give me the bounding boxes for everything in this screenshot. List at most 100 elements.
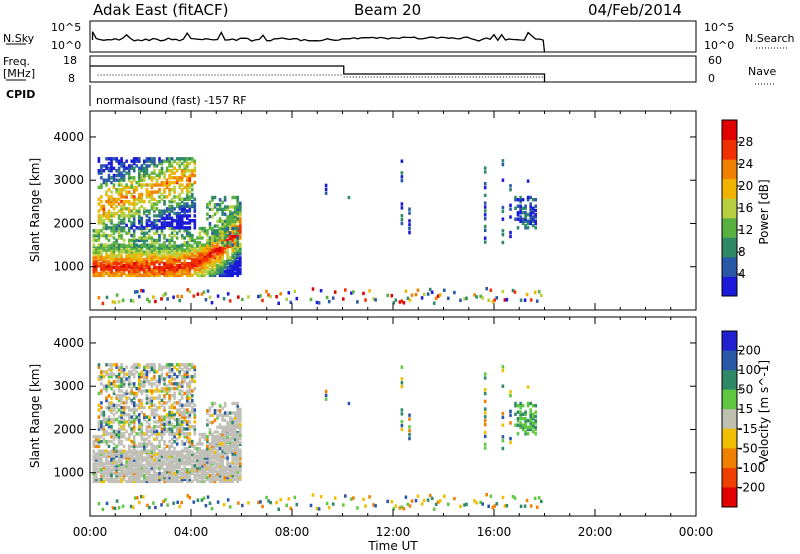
power-cell bbox=[127, 209, 131, 213]
power-cell bbox=[183, 241, 186, 245]
power-cell bbox=[148, 183, 151, 187]
velocity-cell bbox=[120, 462, 123, 466]
power-cell bbox=[140, 265, 144, 270]
power-cell bbox=[325, 295, 329, 300]
velocity-cell bbox=[525, 498, 529, 503]
velocity-cell bbox=[148, 462, 151, 466]
power-cell bbox=[153, 214, 156, 218]
velocity-cell bbox=[145, 470, 149, 474]
velocity-cell bbox=[145, 379, 149, 384]
velocity-cell bbox=[173, 372, 176, 376]
power-cell bbox=[531, 215, 535, 219]
power-cell bbox=[186, 157, 189, 161]
power-cell bbox=[135, 256, 139, 260]
velocity-colorbar-tick-label: 200 bbox=[738, 344, 761, 358]
velocity-cell bbox=[168, 365, 171, 369]
power-cell bbox=[102, 260, 106, 264]
velocity-cell bbox=[483, 423, 487, 427]
velocity-cell bbox=[102, 370, 106, 374]
velocity-cell bbox=[105, 370, 108, 374]
power-cell bbox=[165, 183, 169, 187]
power-cell bbox=[531, 219, 535, 223]
velocity-cell bbox=[186, 365, 189, 369]
velocity-cell bbox=[163, 389, 166, 393]
power-cell bbox=[153, 269, 156, 274]
power-cell bbox=[143, 264, 146, 268]
velocity-cell bbox=[125, 365, 128, 369]
velocity-cell bbox=[221, 477, 224, 482]
velocity-cell bbox=[168, 386, 171, 391]
velocity-cell bbox=[180, 429, 184, 434]
velocity-cell bbox=[170, 437, 174, 441]
power-cell bbox=[188, 219, 192, 223]
power-cell bbox=[148, 223, 151, 228]
power-cell bbox=[138, 265, 141, 270]
power-cell bbox=[130, 264, 133, 268]
power-cell bbox=[218, 267, 222, 272]
power-cell bbox=[100, 164, 103, 168]
power-cell bbox=[135, 211, 139, 216]
power-cell bbox=[178, 176, 181, 180]
velocity-cell bbox=[97, 464, 101, 468]
velocity-cell bbox=[117, 427, 121, 431]
velocity-cell bbox=[160, 477, 164, 482]
power-cell bbox=[145, 183, 149, 187]
velocity-cell bbox=[228, 471, 232, 476]
velocity-cell bbox=[218, 471, 222, 476]
power-cell bbox=[183, 265, 186, 270]
velocity-cell bbox=[226, 460, 229, 464]
velocity-cell bbox=[186, 494, 190, 498]
power-cell bbox=[206, 260, 209, 264]
velocity-cell bbox=[131, 505, 135, 509]
power-cell bbox=[102, 233, 106, 238]
velocity-cell bbox=[216, 466, 219, 470]
velocity-cell bbox=[198, 473, 202, 478]
velocity-cell bbox=[218, 423, 222, 427]
velocity-cell bbox=[193, 475, 197, 480]
velocity-cell bbox=[100, 401, 103, 405]
velocity-cell bbox=[173, 425, 176, 429]
velocity-cell bbox=[231, 432, 234, 437]
velocity-cell bbox=[188, 427, 192, 431]
power-cell bbox=[165, 248, 169, 252]
power-cell bbox=[150, 176, 154, 180]
velocity-cell bbox=[92, 435, 96, 439]
velocity-cell bbox=[135, 415, 139, 419]
velocity-cell bbox=[183, 375, 186, 379]
velocity-cell bbox=[193, 410, 197, 415]
power-cell bbox=[138, 252, 141, 256]
velocity-cell bbox=[153, 447, 156, 451]
velocity-cell bbox=[163, 405, 166, 410]
velocity-cell bbox=[122, 413, 126, 417]
power-cell bbox=[153, 204, 156, 209]
velocity-cell bbox=[170, 410, 174, 415]
power-cell bbox=[226, 222, 229, 226]
velocity-cell bbox=[132, 471, 136, 476]
power-cell bbox=[102, 226, 106, 230]
power-cell bbox=[223, 265, 227, 270]
velocity-cell bbox=[122, 452, 126, 456]
velocity-cell bbox=[148, 415, 151, 419]
power-cell bbox=[112, 185, 116, 190]
velocity-cell bbox=[153, 471, 156, 476]
velocity-cell bbox=[239, 417, 242, 421]
velocity-cell bbox=[150, 447, 154, 451]
power-cell bbox=[107, 197, 111, 201]
freq-tick-top: 18 bbox=[63, 54, 77, 67]
velocity-cell bbox=[216, 425, 219, 429]
velocity-cells bbox=[92, 363, 543, 512]
power-cell bbox=[521, 217, 525, 221]
power-cell bbox=[150, 185, 154, 190]
velocity-cell bbox=[107, 367, 111, 372]
velocity-cell bbox=[208, 432, 212, 437]
power-cell bbox=[138, 157, 141, 161]
velocity-cell bbox=[120, 396, 123, 400]
power-cell bbox=[163, 246, 166, 250]
velocity-cell bbox=[521, 417, 525, 421]
velocity-cell bbox=[165, 375, 169, 379]
velocity-cell bbox=[95, 452, 98, 456]
velocity-cell bbox=[135, 464, 139, 468]
power-cell bbox=[138, 209, 141, 213]
power-cell bbox=[143, 231, 146, 235]
power-cell bbox=[140, 221, 144, 225]
